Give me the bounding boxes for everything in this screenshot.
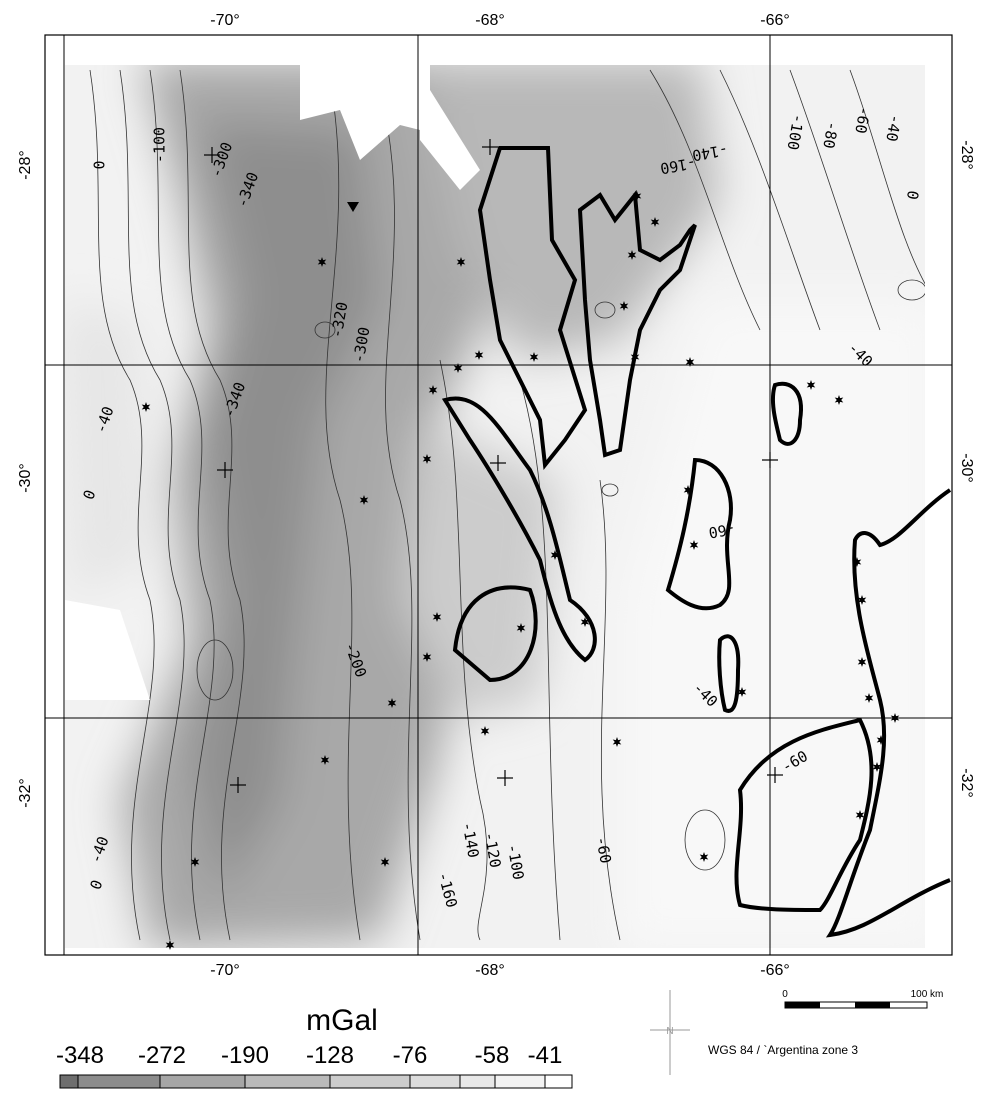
map-figure: -70° -68° -66° -70° -68° -66° -28° -30° -32° -28°… — [0, 0, 987, 1091]
legend-label: -41 — [528, 1042, 563, 1069]
legend-swatch — [410, 1075, 460, 1088]
projection-label: WGS 84 / `Argentina zone 3 — [708, 1043, 858, 1057]
left-axis-label: -30° — [17, 463, 34, 493]
legend-label: -128 — [306, 1042, 354, 1069]
right-axis-label: -32° — [958, 768, 975, 798]
scale-end: 100 km — [911, 989, 944, 1000]
legend-swatch — [78, 1075, 160, 1088]
north-arrow: N — [650, 990, 690, 1075]
contour-label: 0 — [91, 160, 109, 169]
legend-title: mGal — [306, 1004, 378, 1037]
legend-label: -76 — [393, 1042, 428, 1069]
top-axis-label: -68° — [475, 12, 505, 29]
top-axis-label: -70° — [210, 12, 240, 29]
legend-swatch — [460, 1075, 495, 1088]
legend-swatch — [330, 1075, 410, 1088]
bottom-axis-label: -70° — [210, 962, 240, 979]
legend-swatch — [160, 1075, 245, 1088]
legend-label: -272 — [138, 1042, 186, 1069]
legend-label: -348 — [56, 1042, 104, 1069]
contour-label: -100 — [151, 127, 169, 163]
legend-swatch — [495, 1075, 545, 1088]
bottom-axis-label: -66° — [760, 962, 790, 979]
legend-swatch — [60, 1075, 78, 1088]
legend: -348 -272 -190 -128 -76 -58 -41 — [56, 1042, 572, 1088]
top-axis-label: -66° — [760, 12, 790, 29]
left-axis-label: -28° — [17, 150, 34, 180]
legend-label: -190 — [221, 1042, 269, 1069]
legend-swatch — [245, 1075, 330, 1088]
bottom-axis-label: -68° — [475, 962, 505, 979]
legend-label: -58 — [475, 1042, 510, 1069]
scale-start: 0 — [782, 989, 788, 1000]
left-axis-label: -32° — [17, 778, 34, 808]
legend-swatch — [545, 1075, 572, 1088]
right-axis-label: -30° — [958, 453, 975, 483]
scale-bar: 0 100 km — [782, 989, 943, 1008]
right-axis-label: -28° — [958, 140, 975, 170]
north-label: N — [666, 1026, 673, 1037]
gravity-raster — [60, 60, 940, 950]
